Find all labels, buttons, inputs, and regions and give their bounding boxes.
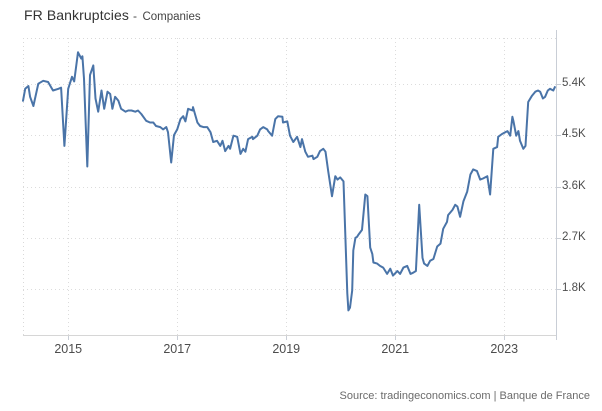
x-axis-label: 2019: [272, 342, 301, 356]
source-attribution: Source: tradingeconomics.com | Banque de…: [339, 390, 591, 402]
y-axis-label: 3.6K: [562, 179, 586, 192]
chart-title-bar: FR Bankruptcies - Companies: [24, 7, 201, 25]
chart-subtitle: Companies: [142, 11, 201, 23]
y-axis-label: 2.7K: [562, 230, 586, 243]
chart-title: FR Bankruptcies: [24, 7, 129, 23]
x-axis-label: 2021: [381, 342, 410, 356]
y-axis-label: 4.5K: [562, 128, 586, 141]
y-axis-label: 1.8K: [562, 282, 586, 295]
bankruptcies-series-line: [22, 51, 556, 312]
x-axis-label: 2023: [490, 342, 519, 356]
x-axis-label: 2017: [163, 342, 192, 356]
x-axis-label: 2015: [54, 342, 83, 356]
title-separator: -: [132, 9, 137, 23]
y-axis-label: 5.4K: [562, 76, 586, 89]
